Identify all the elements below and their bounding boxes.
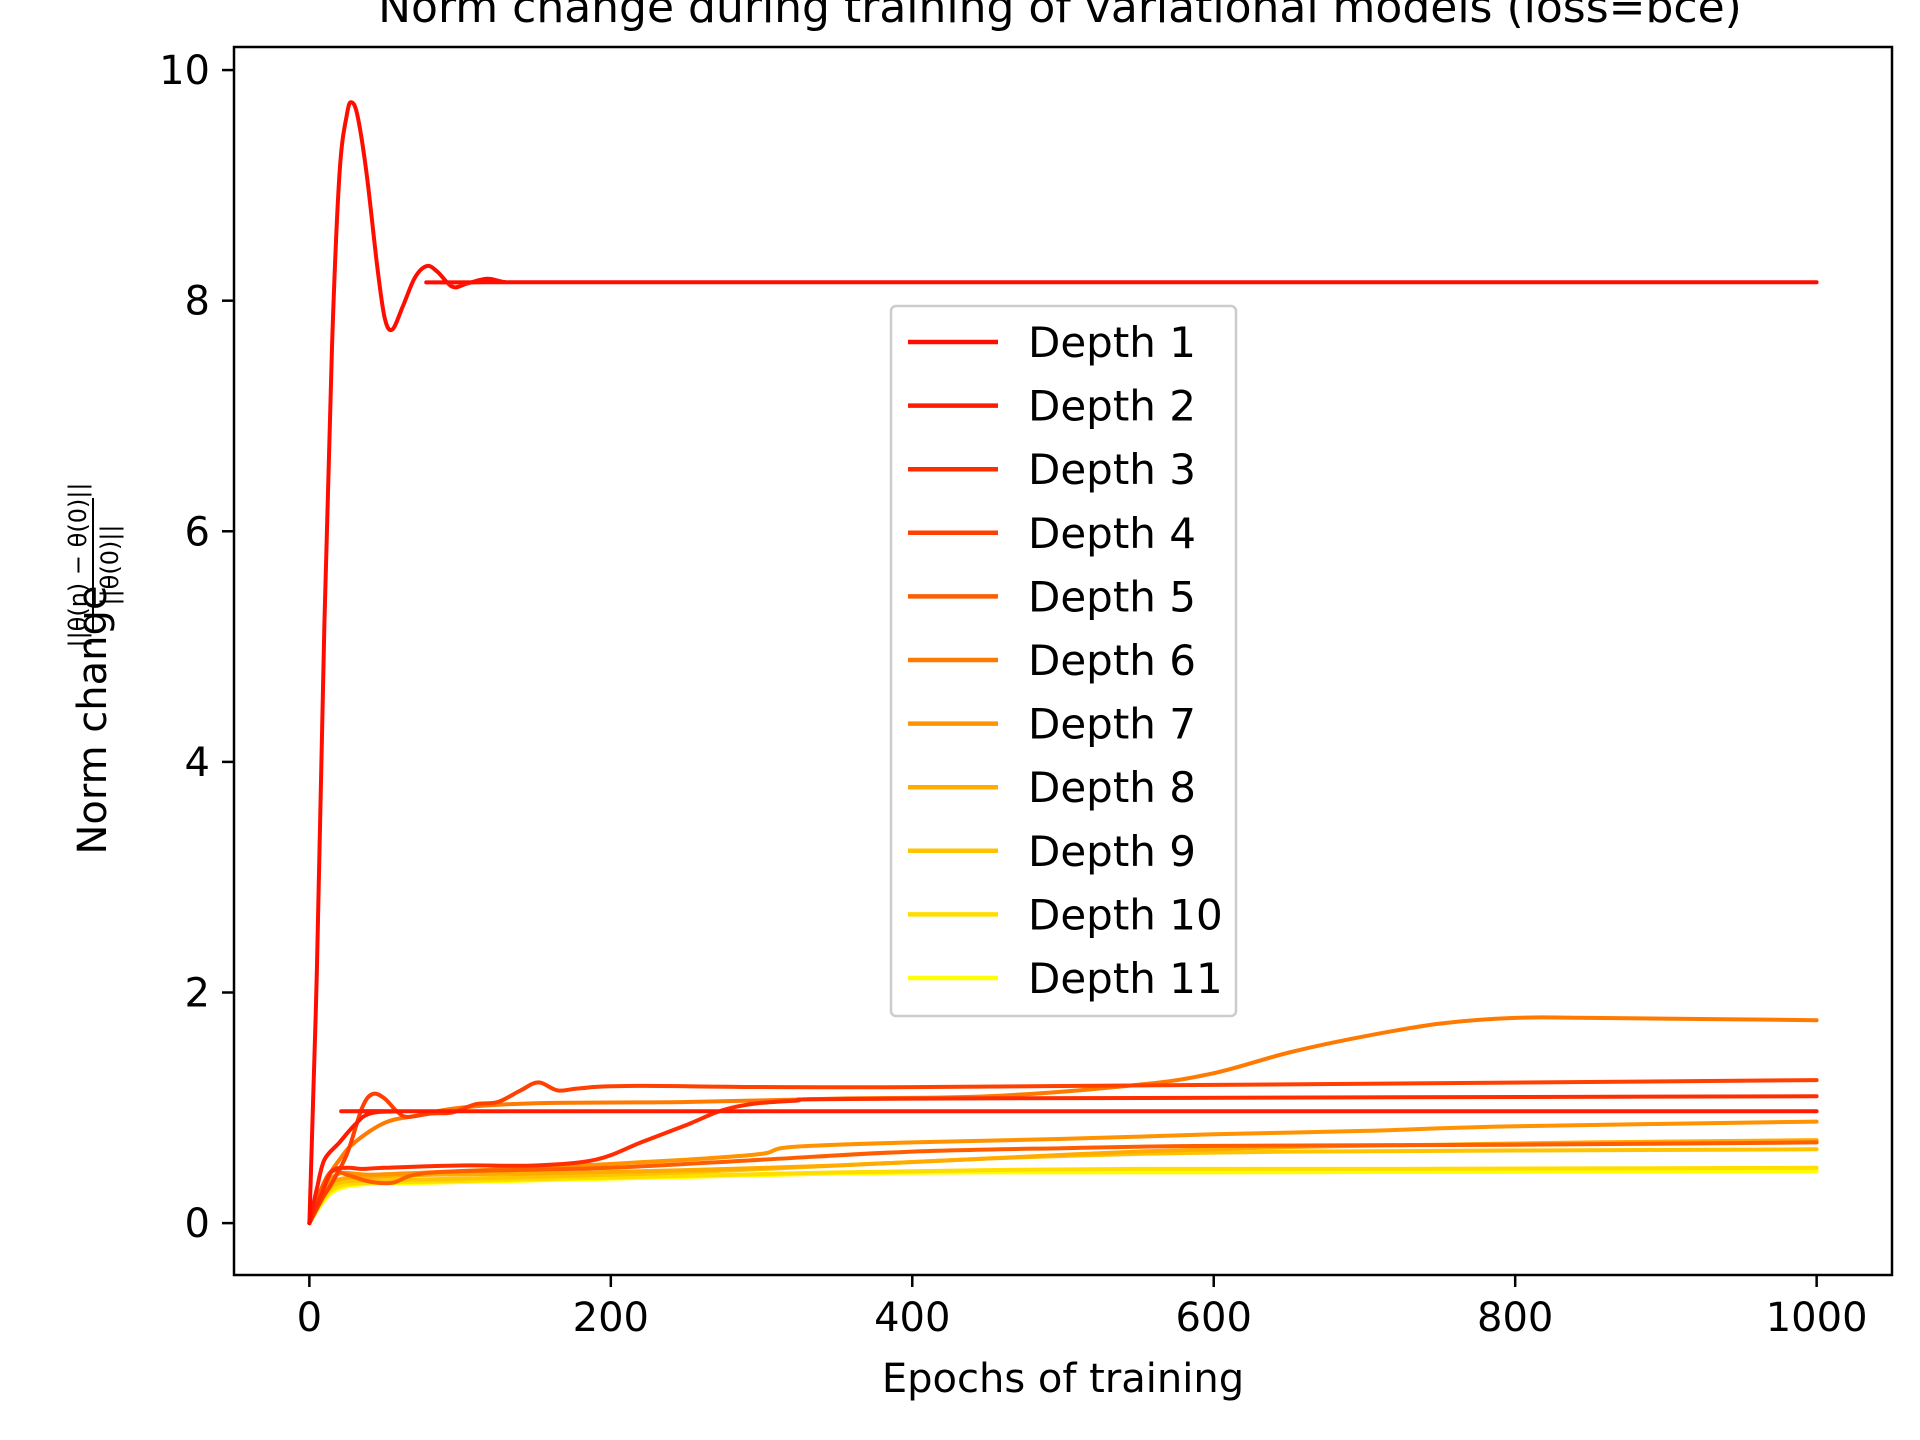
legend-items: Depth 1 Depth 2 Depth 3 Depth 4 Depth 5 Depth… — [908, 318, 1223, 1003]
legend-label-depth-8: Depth 8 — [1028, 763, 1196, 812]
series-line-depth-1 — [307, 100, 1819, 1226]
y-tick-label: 4 — [185, 740, 210, 786]
y-axis: 0 2 4 6 8 10 — [159, 48, 234, 1247]
x-tick-label: 800 — [1477, 1295, 1553, 1341]
legend-label-depth-9: Depth 9 — [1028, 827, 1196, 876]
legend-label-depth-1: Depth 1 — [1028, 318, 1196, 367]
series-line-depth-2 — [307, 1109, 1819, 1226]
y-tick-label: 0 — [185, 1201, 210, 1247]
legend-label-depth-3: Depth 3 — [1028, 445, 1196, 494]
series-line-depth-4 — [307, 1078, 1819, 1226]
x-tick-label: 400 — [874, 1295, 950, 1341]
x-tick-label: 600 — [1176, 1295, 1252, 1341]
y-axis-label: Norm change ||θ(n) − θ(0)|| ||θ(0)|| — [64, 482, 124, 854]
legend-label-depth-5: Depth 5 — [1028, 572, 1196, 621]
series-line-depth-5 — [307, 1140, 1819, 1226]
legend-label-depth-2: Depth 2 — [1028, 382, 1196, 431]
y-tick-label: 8 — [185, 279, 210, 325]
legend-box — [889, 304, 1238, 1018]
legend-label-depth-7: Depth 7 — [1028, 700, 1196, 749]
legend-label-depth-6: Depth 6 — [1028, 636, 1196, 685]
legend-label-depth-10: Depth 10 — [1028, 890, 1223, 939]
legend-label-depth-4: Depth 4 — [1028, 509, 1196, 558]
x-axis: 0 200 400 600 800 1000 — [297, 1275, 1868, 1341]
x-axis-label: Epochs of training — [882, 1356, 1244, 1402]
y-tick-label: 10 — [159, 48, 210, 94]
x-tick-label: 1000 — [1766, 1295, 1868, 1341]
series-layer — [307, 100, 1819, 1226]
legend: Depth 1 Depth 2 Depth 3 Depth 4 Depth 5 Depth… — [889, 304, 1238, 1018]
series-line-depth-7 — [307, 1119, 1819, 1226]
y-tick-label: 6 — [185, 509, 210, 555]
chart-title: Norm change during training of variation… — [378, 0, 1742, 33]
series-line-depth-10 — [307, 1165, 1819, 1226]
y-axis-label-denominator: ||θ(0)|| — [96, 524, 124, 605]
y-tick-label: 2 — [185, 971, 210, 1017]
x-tick-label: 200 — [573, 1295, 649, 1341]
series-line-depth-3 — [307, 1094, 1819, 1226]
plot-frame — [232, 45, 1894, 1277]
legend-label-depth-11: Depth 11 — [1028, 954, 1223, 1003]
y-axis-label-numerator: ||θ(n) − θ(0)|| — [64, 482, 92, 647]
x-tick-label: 0 — [297, 1295, 322, 1341]
